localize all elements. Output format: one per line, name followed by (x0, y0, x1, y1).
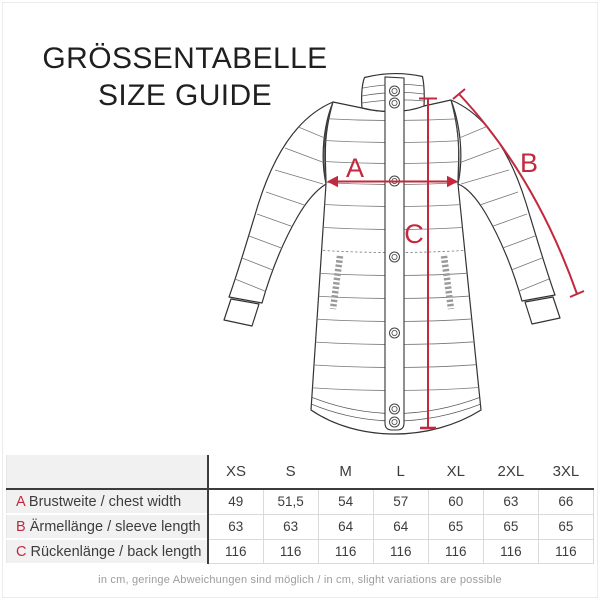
right-pocket-zipper (440, 255, 455, 310)
size-value-cell: 60 (427, 488, 484, 515)
coat-measurement-diagram: A B C (223, 73, 585, 435)
size-value-cell: 63 (207, 513, 264, 540)
page-title: GRÖSSENTABELLE SIZE GUIDE (30, 40, 340, 114)
size-table-body: A Brustweite / chest width 49 51,5 54 57 60 63… (6, 488, 595, 564)
table-row: C Rückenlänge / back length 116 116 116 116 1… (6, 538, 595, 564)
size-value-cell: 65 (427, 513, 484, 540)
marker-b-label: B (520, 148, 538, 178)
marker-c-back-line (419, 97, 437, 430)
row-label: B Ärmellänge / sleeve length (6, 513, 209, 539)
size-value-cell: 63 (262, 513, 319, 540)
size-value-cell: 57 (372, 488, 429, 515)
size-table-container: XS S M L XL 2XL 3XL A Brustweite / chest width… (6, 455, 595, 564)
marker-letters: A B C (346, 148, 538, 249)
row-key-letter: A (16, 493, 25, 510)
size-table-header-row: XS S M L XL 2XL 3XL (6, 455, 594, 490)
size-value-cell: 116 (427, 538, 484, 564)
units-footnote: in cm, geringe Abweichungen sind möglich… (98, 574, 502, 586)
size-value-cell: 51,5 (262, 488, 319, 515)
size-column-header: L (373, 455, 429, 490)
size-value-cell: 65 (482, 513, 539, 540)
title-english: SIZE GUIDE (97, 79, 273, 112)
size-value-cell: 116 (372, 538, 429, 564)
title-german: GRÖSSENTABELLE (42, 42, 328, 75)
measurement-markers (327, 88, 585, 430)
right-cuff (524, 296, 561, 325)
size-value-cell: 116 (537, 538, 595, 564)
size-column-header: M (318, 455, 374, 490)
left-pocket-zipper (329, 255, 344, 310)
right-sleeve (450, 99, 561, 325)
size-value-cell: 64 (317, 513, 374, 540)
size-value-cell: 116 (262, 538, 319, 564)
marker-a-label: A (346, 153, 364, 183)
size-table: XS S M L XL 2XL 3XL A Brustweite / chest width… (6, 455, 595, 564)
marker-c-label: C (404, 219, 424, 249)
left-cuff (223, 298, 260, 327)
row-key-letter: C (16, 543, 27, 560)
corner-cell (6, 455, 209, 490)
table-row: A Brustweite / chest width 49 51,5 54 57 60 63… (6, 488, 595, 515)
size-value-cell: 116 (482, 538, 539, 564)
size-column-header: 2XL (483, 455, 539, 490)
size-column-header: XS (208, 455, 264, 490)
table-row: B Ärmellänge / sleeve length 63 63 64 64 65 65… (6, 513, 595, 540)
marker-b-sleeve-line (452, 88, 585, 298)
size-value-cell: 49 (207, 488, 264, 515)
size-value-cell: 116 (207, 538, 264, 564)
size-column-header: S (263, 455, 319, 490)
left-armhole-seam (323, 101, 334, 185)
row-label: C Rückenlänge / back length (6, 538, 209, 563)
size-value-cell: 63 (482, 488, 539, 515)
row-key-letter: B (16, 518, 26, 535)
left-sleeve (223, 101, 334, 327)
size-value-cell: 54 (317, 488, 374, 515)
size-column-header: XL (428, 455, 484, 490)
size-value-cell: 116 (317, 538, 374, 564)
marker-a-chest-line (327, 175, 458, 188)
size-value-cell: 66 (537, 488, 595, 515)
size-column-header: 3XL (538, 455, 594, 490)
size-value-cell: 65 (537, 513, 595, 540)
right-armhole-seam (450, 99, 460, 185)
size-value-cell: 64 (372, 513, 429, 540)
row-label: A Brustweite / chest width (6, 488, 209, 514)
